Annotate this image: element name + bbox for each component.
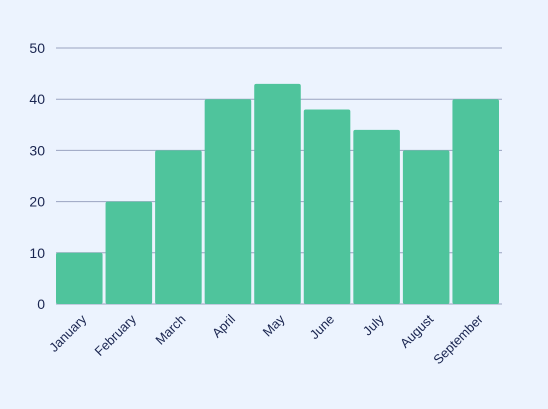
bar-march	[155, 150, 202, 304]
y-tick-label: 30	[29, 142, 45, 158]
bar-june	[303, 109, 351, 304]
bar-january	[56, 252, 103, 304]
x-axis-ticks: January February March April May June July Augu…	[46, 311, 486, 367]
x-tick-label: May	[260, 311, 288, 339]
x-tick-label: August	[397, 311, 436, 350]
bar-february	[105, 201, 153, 304]
y-tick-label: 10	[29, 245, 45, 261]
bars	[56, 83, 499, 304]
x-tick-label: January	[46, 311, 90, 355]
x-tick-label: April	[209, 311, 238, 340]
y-tick-label: 0	[37, 296, 45, 312]
x-tick-label: July	[360, 311, 387, 338]
x-tick-label: February	[92, 311, 140, 359]
bar-august	[402, 150, 450, 304]
y-tick-label: 40	[29, 91, 45, 107]
y-axis-ticks: 0 10 20 30 40 50	[29, 40, 45, 312]
bar-may	[254, 83, 301, 304]
x-tick-label: March	[152, 312, 188, 348]
x-tick-label: June	[307, 312, 338, 343]
bar-april	[204, 99, 252, 304]
bar-september	[452, 99, 499, 304]
y-tick-label: 20	[29, 194, 45, 210]
y-tick-label: 50	[29, 40, 45, 56]
x-tick-label: September	[430, 311, 486, 367]
bar-july	[353, 129, 400, 304]
